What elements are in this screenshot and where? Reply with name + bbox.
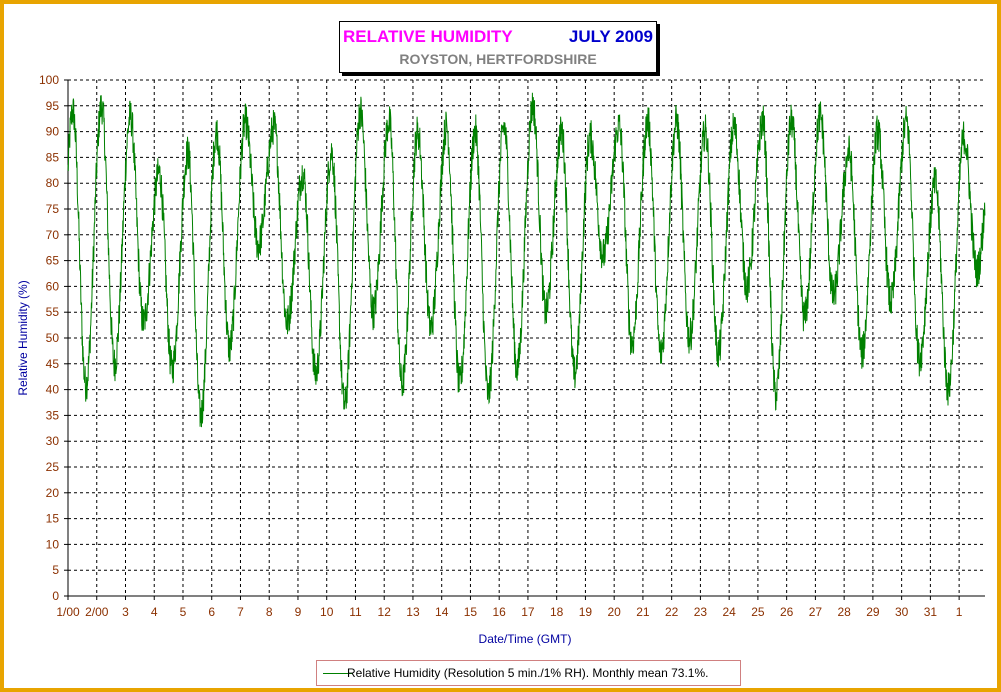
x-tick-label: 14 — [435, 605, 449, 619]
y-tick-label: 0 — [52, 589, 59, 603]
y-tick-label: 75 — [46, 202, 60, 216]
x-tick-label: 19 — [579, 605, 593, 619]
x-tick-label: 11 — [349, 605, 362, 619]
y-tick-label: 95 — [46, 99, 60, 113]
y-tick-label: 45 — [46, 357, 60, 371]
x-tick-label: 20 — [607, 605, 621, 619]
x-tick-labels: 1/00 2/00 3 4 5 6 7 8 9 10 11 12 13 14 15 16 17 18 19 20 21 2… — [56, 605, 962, 619]
x-tick-label: 5 — [180, 605, 187, 619]
chart-title: RELATIVE HUMIDITY — [343, 27, 513, 46]
x-tick-label: 16 — [493, 605, 507, 619]
x-tick-label: 31 — [924, 605, 938, 619]
chart-month: JULY 2009 — [568, 27, 653, 46]
y-tick-label: 50 — [46, 331, 60, 345]
legend-series-swatch — [323, 673, 353, 674]
x-tick-label: 1 — [956, 605, 963, 619]
x-tick-label: 10 — [320, 605, 334, 619]
y-tick-label: 5 — [52, 563, 59, 577]
x-tick-label: 21 — [636, 605, 650, 619]
x-axis-label: Date/Time (GMT) — [479, 632, 572, 646]
series-line-relative-humidity — [67, 92, 986, 428]
y-tick-label: 10 — [46, 537, 60, 551]
x-tick-label: 28 — [837, 605, 851, 619]
x-tick-label: 22 — [665, 605, 679, 619]
x-tick-label: 12 — [378, 605, 392, 619]
x-tick-label: 18 — [550, 605, 564, 619]
x-tick-label: 29 — [866, 605, 880, 619]
x-tick-label: 26 — [780, 605, 794, 619]
x-tick-label: 1/00 — [56, 605, 80, 619]
y-tick-label: 70 — [46, 228, 60, 242]
y-tick-label: 55 — [46, 305, 60, 319]
x-tick-label: 4 — [151, 605, 158, 619]
y-tick-labels: 0 5 10 15 20 25 30 35 40 45 50 55 60 65 70 75 80 85 90 95 10… — [39, 73, 59, 603]
x-tick-label: 2/00 — [85, 605, 109, 619]
x-tick-label: 6 — [208, 605, 215, 619]
x-tick-label: 24 — [722, 605, 736, 619]
y-axis-label: Relative Humidity (%) — [16, 280, 30, 395]
y-tick-label: 25 — [46, 460, 60, 474]
x-tick-label: 23 — [694, 605, 708, 619]
y-tick-label: 65 — [46, 254, 60, 268]
y-tick-label: 30 — [46, 434, 60, 448]
y-tick-label: 60 — [46, 279, 60, 293]
y-tick-label: 100 — [39, 73, 59, 87]
x-tick-label: 3 — [122, 605, 129, 619]
x-tick-label: 30 — [895, 605, 909, 619]
y-tick-label: 80 — [46, 176, 60, 190]
y-tick-label: 15 — [46, 512, 60, 526]
y-tick-label: 85 — [46, 150, 60, 164]
legend: Relative Humidity (Resolution 5 min./1% … — [316, 660, 741, 686]
chart-location: ROYSTON, HERTFORDSHIRE — [399, 51, 597, 67]
x-tick-label: 15 — [464, 605, 478, 619]
x-tick-label: 13 — [406, 605, 420, 619]
y-tick-label: 40 — [46, 383, 60, 397]
x-tick-label: 9 — [295, 605, 302, 619]
x-tick-label: 17 — [521, 605, 535, 619]
y-tick-label: 35 — [46, 408, 60, 422]
x-tick-label: 8 — [266, 605, 273, 619]
title-box: RELATIVE HUMIDITY JULY 2009 ROYSTON, HER… — [339, 21, 657, 73]
legend-series-label: Relative Humidity (Resolution 5 min./1% … — [347, 666, 709, 680]
x-tick-label: 27 — [809, 605, 823, 619]
y-tick-label: 20 — [46, 486, 60, 500]
y-tick-label: 90 — [46, 125, 60, 139]
x-tick-label: 25 — [751, 605, 765, 619]
x-tick-label: 7 — [237, 605, 244, 619]
